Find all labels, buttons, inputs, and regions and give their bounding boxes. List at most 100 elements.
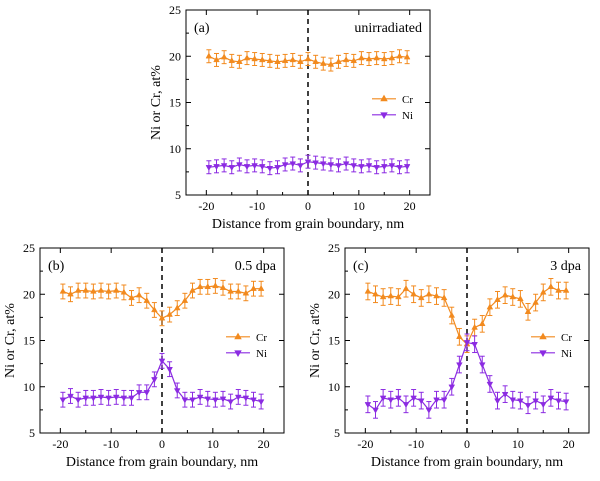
data-point-cr — [258, 56, 266, 63]
legend-label: Cr — [256, 332, 267, 344]
data-point-ni — [396, 165, 403, 171]
data-point-cr — [143, 297, 151, 303]
data-point-cr — [387, 292, 395, 299]
data-point-cr — [350, 57, 358, 64]
data-point-cr — [234, 287, 242, 294]
data-point-ni — [524, 403, 532, 409]
data-point-ni — [342, 161, 350, 168]
data-point-cr — [402, 284, 410, 291]
panel-label: (a) — [194, 21, 210, 36]
data-point-cr — [327, 60, 335, 67]
data-point-ni — [243, 164, 251, 171]
chart-panel-0: -20 -10 0 10 20 5 10 15 20 25 Cr Ni (a) unirradiated D… — [149, 3, 431, 232]
data-point-ni — [448, 384, 456, 391]
data-point-cr — [212, 282, 219, 289]
x-axis-label: Distance from grain boundary, nm — [212, 217, 404, 232]
data-point-cr — [250, 284, 257, 291]
y-tick-label: 15 — [23, 334, 35, 348]
x-tick-label: -10 — [249, 199, 265, 213]
data-point-cr — [410, 290, 417, 297]
x-tick-label: 10 — [512, 437, 524, 451]
x-tick-label: 0 — [464, 437, 470, 451]
y-axis-label: Ni or Cr, at% — [3, 303, 18, 378]
y-tick-label: 10 — [23, 380, 35, 394]
data-point-ni — [213, 164, 220, 171]
data-point-ni — [105, 395, 112, 402]
data-point-ni — [425, 407, 433, 414]
x-tick-label: 0 — [305, 199, 311, 213]
y-tick-label: 20 — [23, 287, 35, 301]
data-point-cr — [243, 54, 251, 61]
x-tick-label: -10 — [408, 437, 424, 451]
y-axis-label: Ni or Cr, at% — [308, 303, 323, 378]
data-point-ni — [478, 362, 486, 369]
data-point-ni — [410, 395, 417, 402]
data-point-cr — [524, 308, 532, 314]
data-point-ni — [234, 394, 242, 401]
data-point-cr — [417, 294, 425, 301]
data-point-ni — [509, 397, 517, 404]
panel-annotation: unirradiated — [354, 21, 422, 36]
data-point-cr — [396, 52, 403, 59]
data-point-ni — [166, 367, 173, 373]
data-point-ni — [128, 395, 135, 402]
data-point-cr — [181, 297, 189, 303]
data-point-cr — [562, 286, 570, 293]
data-point-cr — [135, 291, 143, 298]
data-point-ni — [373, 165, 380, 171]
data-point-cr — [335, 58, 342, 64]
data-point-cr — [274, 58, 281, 64]
data-point-cr — [501, 291, 509, 298]
data-point-cr — [517, 295, 524, 302]
panel-annotation: 0.5 dpa — [235, 259, 277, 274]
data-point-ni — [456, 362, 463, 369]
data-point-ni — [372, 407, 379, 414]
data-point-cr — [555, 286, 562, 293]
legend-marker — [380, 112, 388, 120]
data-point-ni — [219, 396, 227, 403]
data-point-ni — [547, 395, 555, 402]
x-tick-label: 10 — [207, 437, 219, 451]
data-point-ni — [417, 398, 425, 405]
data-point-ni — [494, 398, 501, 405]
data-point-cr — [90, 287, 97, 294]
panel-annotation: 3 dpa — [550, 259, 582, 274]
y-tick-label: 15 — [169, 96, 181, 110]
data-point-ni — [227, 399, 234, 406]
data-point-ni — [74, 397, 82, 404]
data-point-ni — [97, 394, 105, 401]
data-point-ni — [388, 163, 396, 170]
data-point-cr — [213, 56, 220, 63]
data-point-ni — [204, 396, 212, 403]
y-tick-label: 25 — [328, 241, 340, 255]
data-point-ni — [486, 381, 494, 388]
x-tick-label: -20 — [52, 437, 68, 451]
data-point-cr — [204, 283, 212, 290]
legend-label: Cr — [561, 332, 572, 344]
data-point-ni — [304, 159, 312, 166]
data-point-ni — [289, 161, 297, 168]
y-tick-label: 20 — [328, 287, 340, 301]
data-point-ni — [403, 164, 411, 171]
data-point-cr — [373, 54, 380, 61]
data-point-cr — [547, 283, 555, 290]
data-point-cr — [158, 314, 166, 321]
data-point-ni — [297, 163, 304, 170]
data-point-cr — [105, 287, 112, 294]
data-point-cr — [388, 54, 396, 61]
data-point-ni — [402, 402, 410, 409]
data-point-cr — [532, 298, 539, 305]
legend-label: Cr — [402, 94, 413, 106]
data-point-ni — [90, 395, 97, 402]
data-point-ni — [196, 394, 204, 401]
chart-panel-2: -20 -10 0 10 20 5 10 15 20 25 Cr Ni (c) 3 dpa Distance… — [308, 241, 590, 470]
legend-marker — [234, 350, 242, 358]
data-point-cr — [112, 286, 120, 293]
data-point-cr — [219, 284, 227, 290]
x-axis-label: Distance from grain boundary, nm — [371, 455, 563, 470]
data-point-ni — [250, 397, 257, 404]
data-point-ni — [365, 163, 373, 170]
data-point-cr — [289, 56, 297, 63]
data-point-ni — [59, 397, 67, 404]
